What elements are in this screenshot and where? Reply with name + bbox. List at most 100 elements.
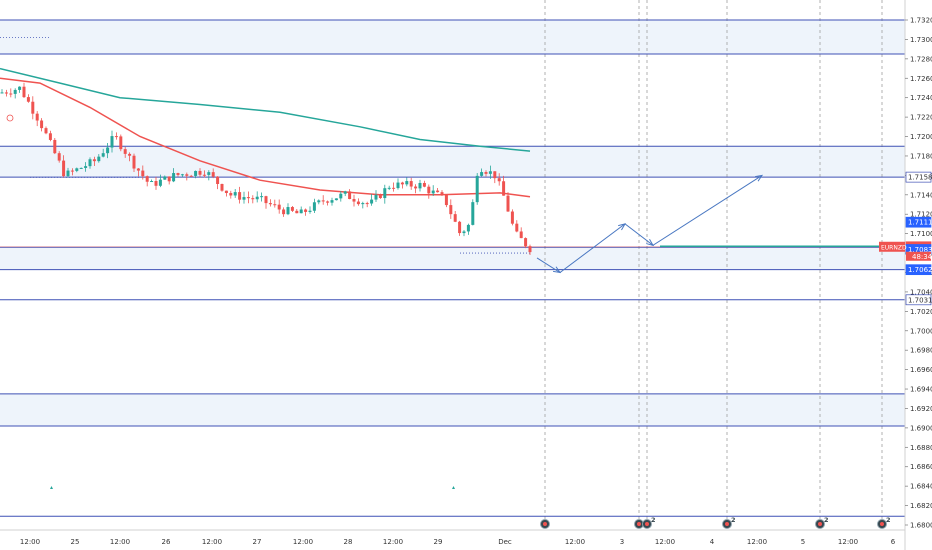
- candle-body: [35, 113, 39, 121]
- price-tick-label: 1.69200: [910, 405, 932, 413]
- event-badge-dot: [543, 522, 547, 526]
- time-tick-label: 12:00: [202, 538, 222, 546]
- price-label-box: [905, 264, 932, 276]
- candle-body: [66, 170, 70, 177]
- candle-body: [136, 168, 140, 171]
- candle-body: [4, 92, 8, 94]
- price-tick-label: 1.68200: [910, 502, 932, 510]
- price-label-value: 1.71118: [908, 219, 932, 227]
- chart-marker-icon: [6, 114, 14, 122]
- candle-body: [409, 181, 413, 187]
- candle-body: [370, 199, 374, 204]
- candle-body: [304, 209, 308, 212]
- candle-body: [251, 198, 255, 200]
- candle-body: [180, 174, 184, 176]
- candle-body: [92, 159, 96, 162]
- candle-body: [286, 207, 290, 215]
- candle-body: [189, 175, 193, 177]
- candle-body: [0, 92, 4, 94]
- projection-arrowhead: [618, 223, 627, 231]
- time-tick-label: 4: [710, 538, 715, 546]
- projection-arrowhead: [553, 266, 562, 274]
- candle-body: [198, 170, 202, 175]
- symbol-label: EURNZD: [881, 244, 907, 251]
- event-badge-count: 2: [824, 516, 829, 524]
- price-tick-label: 1.72200: [910, 114, 932, 122]
- event-badge-dot: [880, 522, 884, 526]
- candle-body: [62, 160, 66, 177]
- candle-body: [211, 172, 215, 177]
- candle-body: [317, 200, 321, 203]
- candle-body: [400, 182, 404, 185]
- chart-marker-icon: [452, 486, 455, 489]
- time-tick-label: 27: [253, 538, 262, 546]
- candle-body: [101, 153, 105, 157]
- candle-body: [308, 210, 312, 212]
- price-tick-label: 1.72000: [910, 133, 932, 141]
- candle-body: [163, 176, 167, 180]
- candle-body: [167, 176, 171, 182]
- chart-marker-icon: [50, 486, 53, 489]
- candle-body: [233, 192, 237, 196]
- time-tick-label: Dec: [498, 538, 512, 546]
- candle-body: [110, 136, 114, 148]
- symbol-label-box: [879, 241, 905, 252]
- event-badge-count: 2: [731, 516, 736, 524]
- candle-body: [356, 201, 360, 205]
- candle-body: [260, 196, 264, 198]
- candle-body: [374, 194, 378, 200]
- price-tick-label: 1.70200: [910, 308, 932, 316]
- candle-body: [458, 221, 462, 234]
- candle-body: [480, 172, 484, 176]
- candle-body: [334, 198, 338, 201]
- candle-body: [436, 190, 440, 193]
- event-badge-count: 2: [651, 516, 656, 524]
- candle-body: [26, 97, 30, 102]
- candle-body: [440, 192, 444, 195]
- time-tick-label: 29: [434, 538, 443, 546]
- time-tick-label: 12:00: [383, 538, 403, 546]
- candle-body: [387, 187, 391, 189]
- candle-body: [268, 203, 272, 205]
- candle-body: [13, 89, 17, 94]
- time-tick-label: 28: [344, 538, 353, 546]
- candle-body: [449, 205, 453, 215]
- candle-body: [97, 156, 101, 162]
- candle-body: [282, 209, 286, 215]
- candle-body: [216, 176, 220, 184]
- candle-body: [145, 176, 149, 182]
- price-label-value: 1.70319: [908, 296, 932, 304]
- price-label-value: 1.70629: [908, 266, 932, 274]
- candle-body: [378, 194, 382, 199]
- candle-body: [123, 149, 127, 154]
- candle-body: [114, 136, 118, 138]
- candle-body: [427, 186, 431, 194]
- candle-body: [75, 168, 79, 171]
- candle-body: [488, 171, 492, 174]
- candle-body: [79, 167, 83, 169]
- support-resistance-zone: [0, 146, 905, 178]
- event-badge-dot: [637, 522, 641, 526]
- candle-body: [365, 203, 369, 205]
- candle-body: [158, 179, 162, 186]
- time-tick-label: 26: [162, 538, 171, 546]
- candle-body: [194, 170, 198, 176]
- time-tick-label: 6: [891, 538, 896, 546]
- candle-body: [414, 186, 418, 189]
- candle-body: [202, 174, 206, 176]
- time-tick-label: 12:00: [293, 538, 313, 546]
- candle-body: [229, 193, 233, 196]
- candle-body: [154, 181, 158, 186]
- candle-body: [528, 246, 532, 253]
- candle-body: [383, 188, 387, 199]
- candle-body: [444, 194, 448, 206]
- candle-body: [462, 231, 466, 234]
- candle-body: [70, 170, 74, 172]
- event-badge-dot: [645, 522, 649, 526]
- candle-body: [128, 153, 132, 156]
- price-tick-label: 1.72800: [910, 55, 932, 63]
- price-label-box: [905, 216, 932, 228]
- candle-body: [264, 196, 268, 204]
